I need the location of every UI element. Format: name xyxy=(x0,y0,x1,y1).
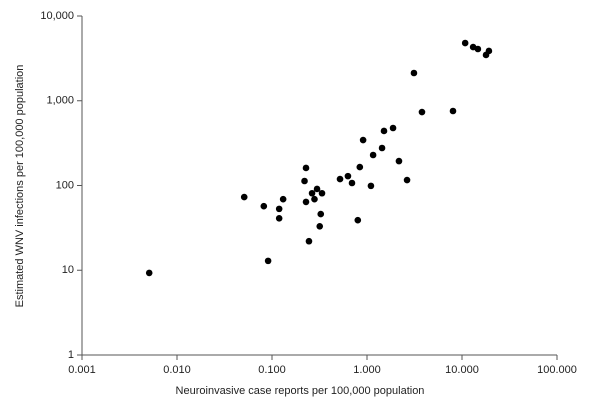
point xyxy=(461,39,469,47)
point xyxy=(336,175,344,183)
point xyxy=(389,124,397,132)
y-tick-label: 1,000 xyxy=(46,95,74,107)
point xyxy=(369,151,377,159)
point xyxy=(301,177,308,185)
point xyxy=(145,269,153,277)
point xyxy=(395,157,403,165)
y-tick-label: 10 xyxy=(62,264,74,276)
x-tick-label: 0.001 xyxy=(68,364,96,376)
y-tick-label: 1 xyxy=(68,349,74,361)
x-tick-label: 100.000 xyxy=(537,364,577,376)
point xyxy=(260,202,268,210)
point xyxy=(348,179,356,187)
point xyxy=(403,176,411,184)
point xyxy=(264,257,272,265)
point xyxy=(356,163,364,171)
x-tick-label: 0.010 xyxy=(163,364,191,376)
point xyxy=(418,108,426,116)
point xyxy=(311,195,318,203)
y-axis-label: Estimated WNV infections per 100,000 pop… xyxy=(14,65,26,308)
point xyxy=(302,198,310,206)
y-tick-label: 10,000 xyxy=(40,10,74,22)
point xyxy=(316,223,324,230)
point xyxy=(344,172,352,180)
point xyxy=(359,136,367,144)
x-tick-label: 1.000 xyxy=(353,364,381,376)
point xyxy=(275,215,283,222)
point xyxy=(318,189,326,197)
point xyxy=(308,189,316,197)
point xyxy=(378,144,386,152)
point xyxy=(313,185,321,193)
point xyxy=(240,193,248,201)
point xyxy=(485,47,493,55)
point xyxy=(449,107,457,115)
y-tick-label: 100 xyxy=(56,179,74,191)
point xyxy=(367,182,375,190)
point xyxy=(380,127,388,135)
point xyxy=(474,45,482,53)
point xyxy=(275,205,283,213)
point xyxy=(317,210,325,218)
x-tick-label: 10.000 xyxy=(445,364,479,376)
point xyxy=(279,195,287,203)
point xyxy=(354,216,362,224)
point xyxy=(305,237,313,245)
x-tick-label: 0.100 xyxy=(258,364,286,376)
x-axis-label: Neuroinvasive case reports per 100,000 p… xyxy=(176,385,425,397)
point xyxy=(302,164,310,172)
point xyxy=(410,69,418,77)
